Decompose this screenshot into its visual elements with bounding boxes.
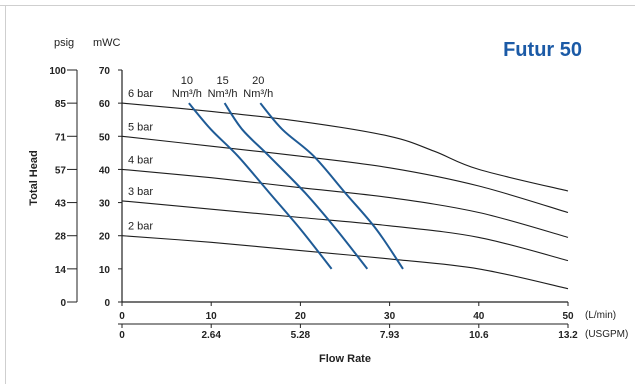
air-flow-label-value: 15 xyxy=(216,75,228,87)
y-tick-label-psig: 28 xyxy=(55,232,67,243)
x-units-usgpm: (USGPM) xyxy=(585,329,628,340)
x2-tick-label: 2.64 xyxy=(201,330,221,341)
chart-title: Futur 50 xyxy=(503,39,582,61)
y-tick-label-psig: 43 xyxy=(55,199,67,210)
air-flow-curve xyxy=(223,102,369,270)
curves-group xyxy=(121,102,569,290)
x-axis-title: Flow Rate xyxy=(319,353,371,365)
y-tick-label-mwc: 70 xyxy=(99,66,111,77)
pressure-curve xyxy=(121,168,569,238)
y-tick-label-mwc: 60 xyxy=(99,99,111,110)
x-tick-label: 0 xyxy=(119,311,125,322)
y-tick-label-psig: 100 xyxy=(49,66,66,77)
x-tick-label: 20 xyxy=(295,311,307,322)
frame-left-border xyxy=(5,5,6,384)
axes-group xyxy=(76,70,568,325)
y-tick-label-mwc: 10 xyxy=(99,265,111,276)
y-tick-label-mwc: 50 xyxy=(99,132,111,143)
x2-tick-label: 0 xyxy=(119,330,125,341)
y-right-units: mWC xyxy=(93,37,121,49)
air-flow-label-value: 10 xyxy=(181,75,193,87)
pressure-curve xyxy=(121,200,569,262)
y-tick-label-psig: 85 xyxy=(55,99,67,110)
x2-tick-label: 7.93 xyxy=(380,330,400,341)
air-flow-curve xyxy=(259,102,404,270)
y-tick-label-psig: 71 xyxy=(55,132,67,143)
y-tick-label-mwc: 0 xyxy=(104,298,110,309)
x-tick-label: 10 xyxy=(206,311,218,322)
air-flow-label-unit: Nm³/h xyxy=(243,88,273,100)
y-left-units: psig xyxy=(54,37,74,49)
frame-top-border xyxy=(0,5,635,6)
pressure-curve-label: 5 bar xyxy=(128,121,153,133)
y-tick-label-psig: 14 xyxy=(55,265,67,276)
x2-tick-label: 13.2 xyxy=(558,330,578,341)
x2-tick-label: 5.28 xyxy=(291,330,311,341)
pressure-curve-label: 2 bar xyxy=(128,221,153,233)
pressure-curve-label: 4 bar xyxy=(128,154,153,166)
x-tick-label: 50 xyxy=(562,311,574,322)
air-flow-label-unit: Nm³/h xyxy=(208,88,238,100)
x-tick-label: 40 xyxy=(473,311,485,322)
x-tick-label: 30 xyxy=(384,311,396,322)
y-tick-label-mwc: 30 xyxy=(99,199,111,210)
y-tick-label-mwc: 40 xyxy=(99,165,111,176)
x-units-lmin: (L/min) xyxy=(585,310,616,321)
air-flow-label-unit: Nm³/h xyxy=(172,88,202,100)
y-tick-label-mwc: 20 xyxy=(99,232,111,243)
pressure-curve-label: 6 bar xyxy=(128,88,153,100)
y-axis-title: Total Head xyxy=(28,150,40,205)
x2-tick-label: 10.6 xyxy=(469,330,489,341)
y-tick-label-psig: 0 xyxy=(60,298,66,309)
pressure-curve xyxy=(121,235,569,290)
pressure-curve xyxy=(121,135,569,214)
pressure-curve xyxy=(121,102,569,192)
ticks-group: 001014202830434057507160857010000102.642… xyxy=(49,66,578,341)
pressure-curve-label: 3 bar xyxy=(128,186,153,198)
air-flow-label-value: 20 xyxy=(252,75,264,87)
y-tick-label-psig: 57 xyxy=(55,165,67,176)
air-flow-curve xyxy=(188,102,333,270)
